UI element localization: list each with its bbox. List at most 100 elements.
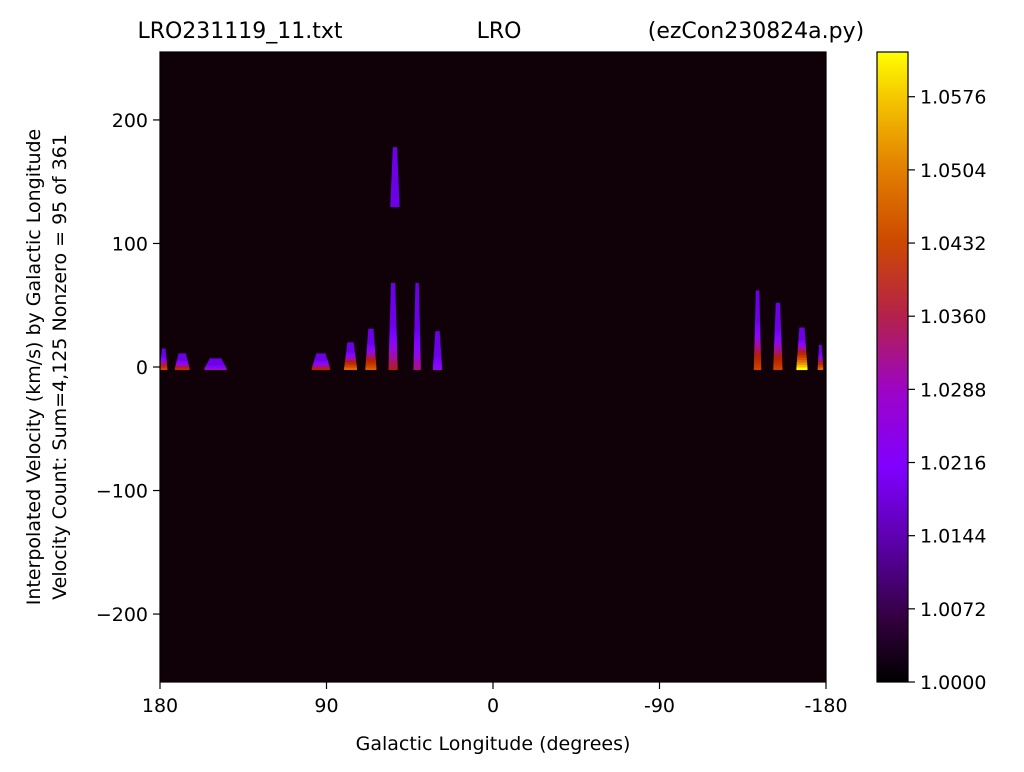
title-center: LRO <box>477 19 522 44</box>
heatmap-cell <box>798 334 806 338</box>
heatmap-cell <box>817 362 823 366</box>
heatmap-cell <box>344 367 358 371</box>
heatmap-cell <box>392 161 398 166</box>
heatmap-cell <box>414 320 420 324</box>
heatmap-cell <box>389 334 397 338</box>
heatmap-cell <box>433 357 442 361</box>
heatmap-cell <box>390 196 400 200</box>
heatmap-cell <box>414 332 421 336</box>
heatmap-cell <box>796 367 808 371</box>
heatmap-plot <box>159 51 827 683</box>
heatmap-cell <box>798 342 806 346</box>
heatmap-cell <box>160 367 168 371</box>
heatmap-cell <box>755 300 760 304</box>
heatmap-cell <box>391 181 399 185</box>
heatmap-cell <box>433 355 442 359</box>
heatmap-cell <box>389 329 397 334</box>
heatmap-cell <box>392 164 398 168</box>
heatmap-cell <box>755 315 760 319</box>
title-right: (ezCon230824a.py) <box>648 19 864 44</box>
heatmap-cell <box>390 194 400 198</box>
heatmap-cell <box>368 328 374 332</box>
emission-feature <box>174 353 190 371</box>
heatmap-cell <box>798 344 806 348</box>
heatmap-cell <box>311 367 331 371</box>
heatmap-cell <box>413 359 421 363</box>
heatmap-cell <box>754 332 761 336</box>
heatmap-cell <box>818 352 823 356</box>
heatmap-cell <box>345 357 356 361</box>
heatmap-cell <box>434 338 441 342</box>
heatmap-cell <box>755 317 760 321</box>
heatmap-cell <box>367 335 375 339</box>
heatmap-cell <box>392 159 398 163</box>
heatmap-cell <box>775 305 781 309</box>
heatmap-cell <box>433 364 442 368</box>
heatmap-cell <box>392 154 398 158</box>
heatmap-cell <box>389 339 397 343</box>
heatmap-cell <box>754 329 761 334</box>
heatmap-cell <box>390 292 396 296</box>
heatmap-cell <box>391 186 399 190</box>
heatmap-cell <box>414 315 420 319</box>
heatmap-cell <box>175 364 190 368</box>
heatmap-cell <box>389 332 397 336</box>
heatmap-cell <box>774 347 782 351</box>
heatmap-cell <box>773 364 783 368</box>
heatmap-cell <box>346 352 356 356</box>
heatmap-cell <box>773 349 782 353</box>
heatmap-cell <box>754 325 761 329</box>
heatmap-cell <box>773 367 783 371</box>
heatmap-cell <box>435 331 440 335</box>
heatmap-cell <box>755 295 760 299</box>
heatmap-cell <box>390 189 399 193</box>
heatmap-cell <box>774 344 782 348</box>
heatmap-cell <box>433 362 442 366</box>
heatmap-cell <box>754 344 761 348</box>
heatmap-cell <box>754 359 762 363</box>
heatmap-cell <box>205 365 226 368</box>
heatmap-cell <box>366 350 376 354</box>
heatmap-cell <box>413 347 421 351</box>
heatmap-cell <box>755 292 760 296</box>
heatmap-cell <box>434 340 441 344</box>
heatmap-cell <box>206 362 225 366</box>
heatmap-cell <box>434 335 441 339</box>
x-axis-ticks: 180 90 0 -90 -180 <box>142 682 848 717</box>
heatmap-cell <box>413 344 421 348</box>
heatmap-cell <box>415 285 419 289</box>
heatmap-cell <box>346 347 355 351</box>
heatmap-cell <box>414 342 421 346</box>
heatmap-cell <box>174 367 190 371</box>
emission-feature <box>413 283 421 371</box>
heatmap-cell <box>208 360 223 364</box>
x-tick-label: 0 <box>487 695 499 717</box>
heatmap-cell <box>755 320 761 324</box>
heatmap-cell <box>161 348 166 352</box>
heatmap-cell <box>204 367 227 371</box>
heatmap-cell <box>347 342 354 346</box>
heatmap-cell <box>773 359 783 363</box>
heatmap-cell <box>414 305 420 309</box>
heatmap-cell <box>775 310 781 314</box>
heatmap-cell <box>797 357 807 361</box>
y-axis-label-line1: Interpolated Velocity (km/s) by Galactic… <box>23 129 45 605</box>
heatmap-cell <box>754 322 761 326</box>
heatmap-cell <box>433 359 442 363</box>
heatmap-cell <box>797 347 807 351</box>
heatmap-cell <box>818 349 823 353</box>
colorbar-tick-label: 1.0072 <box>920 599 986 621</box>
heatmap-cell <box>434 345 441 349</box>
heatmap-cell <box>344 364 357 368</box>
emission-feature <box>160 348 168 371</box>
y-tick-label: −100 <box>96 481 148 503</box>
heatmap-cell <box>390 315 397 319</box>
heatmap-cell <box>367 338 375 342</box>
heatmap-cell <box>755 305 760 309</box>
heatmap-cell <box>817 364 824 368</box>
colorbar: 1.0000 1.0072 1.0144 1.0216 1.0288 1.0360 1.04… <box>876 51 986 694</box>
emission-feature <box>753 290 762 371</box>
heatmap-cell <box>798 332 805 336</box>
heatmap-cell <box>390 283 396 287</box>
heatmap-cell <box>209 358 222 362</box>
